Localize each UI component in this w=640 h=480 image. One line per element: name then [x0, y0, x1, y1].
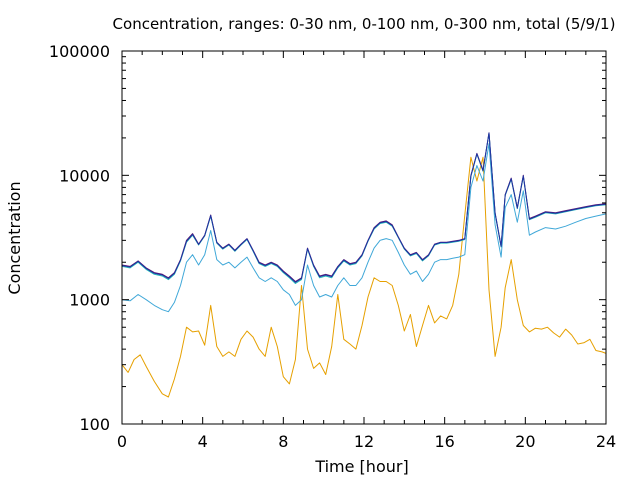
- x-tick-label: 24: [596, 432, 616, 451]
- x-tick-label: 8: [278, 432, 288, 451]
- y-tick-label: 10000: [59, 166, 110, 185]
- series-line-1: [121, 156, 607, 398]
- y-axis-title: Concentration: [5, 181, 24, 294]
- x-axis-title: Time [hour]: [314, 457, 408, 476]
- x-tick-label: 0: [117, 432, 127, 451]
- y-tick-label: 100: [79, 415, 110, 434]
- tick-labels-layer: 0 4 8 12 16 20 24 100 1000 10000 100000: [49, 42, 616, 451]
- series-line-3: [121, 132, 607, 282]
- x-tick-label: 12: [354, 432, 374, 451]
- y-tick-label: 1000: [69, 291, 110, 310]
- chart-title: Concentration, ranges: 0-30 nm, 0-100 nm…: [113, 15, 616, 33]
- x-tick-label: 4: [198, 432, 208, 451]
- x-tick-label: 20: [515, 432, 535, 451]
- y-tick-label: 100000: [49, 42, 110, 61]
- ticks-layer: [121, 50, 607, 425]
- series-line-5: [121, 132, 607, 283]
- series-line-2: [121, 143, 607, 313]
- series-line-4: [121, 132, 607, 284]
- series-layer: [121, 132, 607, 398]
- x-tick-label: 16: [434, 432, 454, 451]
